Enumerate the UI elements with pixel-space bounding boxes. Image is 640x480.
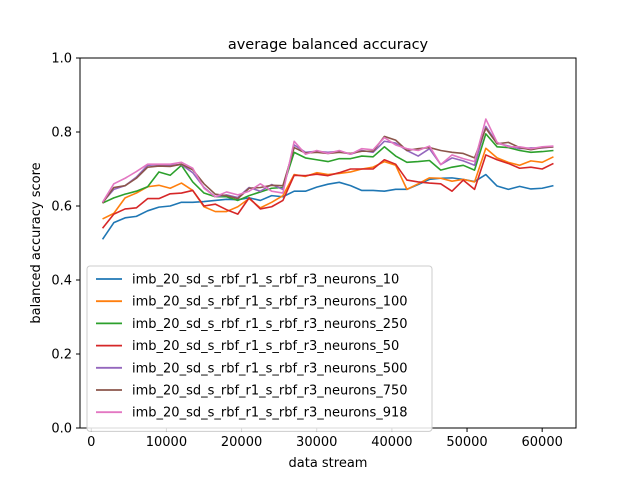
y-tick-label: 0.0	[51, 422, 72, 437]
y-tick-label: 0.2	[51, 348, 72, 363]
legend-box	[86, 265, 433, 432]
series-line-3	[102, 133, 554, 204]
legend: imb_20_sd_s_rbf_r1_s_rbf_r3_neurons_10im…	[86, 265, 433, 432]
legend-entry-5: imb_20_sd_s_rbf_r1_s_rbf_r3_neurons_500	[132, 361, 408, 376]
legend-entry-3: imb_20_sd_s_rbf_r1_s_rbf_r3_neurons_250	[132, 317, 408, 332]
x-tick-label: 40000	[371, 435, 412, 450]
legend-entry-1: imb_20_sd_s_rbf_r1_s_rbf_r3_neurons_10	[132, 273, 399, 288]
x-axis-label: data stream	[289, 456, 368, 471]
x-tick-label: 30000	[296, 435, 337, 450]
x-tick-label: 60000	[522, 435, 563, 450]
x-tick-label: 0	[87, 435, 95, 450]
y-tick-label: 1.0	[51, 52, 72, 67]
legend-entry-4: imb_20_sd_s_rbf_r1_s_rbf_r3_neurons_50	[132, 339, 399, 354]
y-tick-label: 0.4	[51, 274, 72, 289]
legend-entry-2: imb_20_sd_s_rbf_r1_s_rbf_r3_neurons_100	[132, 295, 408, 310]
chart-title: average balanced accuracy	[228, 37, 429, 53]
legend-entry-7: imb_20_sd_s_rbf_r1_s_rbf_r3_neurons_918	[132, 406, 408, 421]
y-axis-label: balanced accuracy score	[29, 162, 44, 323]
series-line-2	[102, 147, 554, 220]
legend-entry-6: imb_20_sd_s_rbf_r1_s_rbf_r3_neurons_750	[132, 384, 408, 399]
series-line-7	[101, 118, 554, 203]
x-tick-label: 50000	[446, 435, 487, 450]
x-axis: 0 10000 20000 30000 40000 50000 60000	[87, 428, 563, 450]
y-tick-label: 0.6	[51, 200, 72, 215]
plot-lines	[101, 118, 554, 240]
y-axis: 0.0 0.2 0.4 0.6 0.8 1.0	[51, 52, 80, 437]
x-tick-label: 20000	[221, 435, 262, 450]
x-tick-label: 10000	[146, 435, 187, 450]
series-line-4	[101, 154, 554, 229]
y-tick-label: 0.8	[51, 126, 72, 141]
